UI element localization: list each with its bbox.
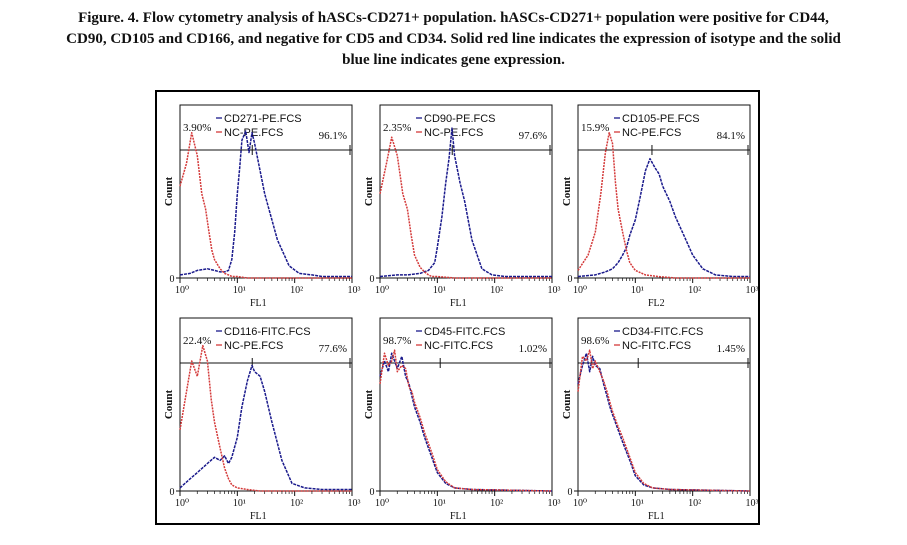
gate-right-percent: 96.1% [319,130,347,142]
figure-caption: Figure. 4. Flow cytometry analysis of hA… [20,8,887,71]
series-line-gene [577,352,751,492]
x-tick-label: 10¹ [233,498,246,509]
x-tick-label: 10² [290,498,303,509]
plot-area-box [577,104,751,279]
x-tick-label: 10³ [548,498,561,509]
legend-label: NC-PE.FCS [424,127,483,139]
x-axis-label: FL1 [648,511,665,522]
y-tick-label: 0 [568,487,573,498]
figure-panel-frame [155,90,760,525]
x-tick-label: 10¹ [433,285,446,296]
legend-label: CD271-PE.FCS [224,113,302,125]
x-tick-label: 10⁰ [573,285,587,296]
gate-left-percent: 98.6% [581,335,609,347]
histogram-panel-3: 0 Count 10⁰ 10¹ 10² 10³ FL2 15.9% 84.1% CD105-PE.… [561,104,759,309]
x-tick-label: 10¹ [433,498,446,509]
x-axis-label: FL1 [250,511,267,522]
legend-label: CD105-PE.FCS [622,113,700,125]
legend-label: CD116-FITC.FCS [224,326,311,338]
y-axis-label: Count [363,389,375,419]
x-tick-label: 10³ [348,285,361,296]
x-tick-label: 10¹ [631,285,644,296]
x-tick-label: 10³ [548,285,561,296]
plot-area-box [379,317,553,492]
y-tick-label: 0 [370,487,375,498]
series-line-gene [179,130,352,278]
gate-right-percent: 97.6% [519,130,547,142]
series-line-isotype [179,131,352,279]
plot-area-box [577,317,751,492]
x-tick-label: 10¹ [233,285,246,296]
gate-left-percent: 15.9% [581,122,609,134]
gate-left-percent: 2.35% [383,122,411,134]
legend-label: CD45-FITC.FCS [424,326,505,338]
gate-left-percent: 98.7% [383,335,411,347]
x-axis-label: FL1 [250,298,267,309]
y-axis-label: Count [561,389,573,419]
series-line-isotype [179,344,352,492]
gate-right-percent: 1.02% [519,343,547,355]
x-tick-label: 10³ [746,498,759,509]
histogram-panel-6: 0 Count 10⁰ 10¹ 10² 10³ FL1 98.6% 1.45% CD34-FITC… [561,317,759,522]
gate-left-percent: 22.4% [183,335,211,347]
y-axis-label: Count [163,389,175,419]
x-tick-label: 10² [688,498,701,509]
caption-line-3: blue line indicates gene expression. [342,52,565,68]
x-axis-label: FL2 [648,298,665,309]
histogram-panel-5: 0 Count 10⁰ 10¹ 10² 10³ FL1 98.7% 1.02% CD45-FITC… [363,317,561,522]
y-axis-label: Count [163,176,175,206]
legend-label: NC-FITC.FCS [622,340,691,352]
x-tick-label: 10² [290,285,303,296]
x-tick-label: 10² [490,498,503,509]
y-tick-label: 0 [370,274,375,285]
x-tick-label: 10⁰ [175,285,189,296]
legend-label: NC-FITC.FCS [424,340,493,352]
series-line-gene [379,352,553,492]
series-line-isotype [379,136,552,279]
x-tick-label: 10³ [348,498,361,509]
y-tick-label: 0 [170,487,175,498]
series-line-isotype [577,131,750,279]
gate-left-percent: 3.90% [183,122,211,134]
legend-label: NC-PE.FCS [224,340,283,352]
y-tick-label: 0 [170,274,175,285]
series-line-gene [179,364,352,491]
x-tick-label: 10⁰ [375,285,389,296]
gate-right-percent: 84.1% [717,130,745,142]
y-tick-label: 0 [568,274,573,285]
series-line-gene [379,127,552,278]
x-tick-label: 10³ [746,285,759,296]
x-tick-label: 10⁰ [375,498,389,509]
gate-right-percent: 77.6% [319,343,347,355]
y-axis-label: Count [561,176,573,206]
series-line-isotype [379,349,553,492]
y-axis-label: Count [363,176,375,206]
x-tick-label: 10¹ [631,498,644,509]
legend-label: NC-PE.FCS [224,127,283,139]
series-line-gene [577,157,750,278]
x-tick-label: 10² [688,285,701,296]
x-axis-label: FL1 [450,511,467,522]
series-line-isotype [577,349,751,492]
x-tick-label: 10² [490,285,503,296]
legend-label: NC-PE.FCS [622,127,681,139]
histogram-panel-1: 0 Count 10⁰ 10¹ 10² 10³ FL1 3.90% 96.1% CD271-PE.… [163,104,361,309]
gate-right-percent: 1.45% [717,343,745,355]
x-tick-label: 10⁰ [573,498,587,509]
legend-label: CD90-PE.FCS [424,113,496,125]
x-tick-label: 10⁰ [175,498,189,509]
caption-line-1: Figure. 4. Flow cytometry analysis of hA… [78,10,829,26]
histogram-panel-4: 0 Count 10⁰ 10¹ 10² 10³ FL1 22.4% 77.6% CD116-FIT… [163,317,361,522]
caption-line-2: CD90, CD105 and CD166, and negative for … [66,31,841,47]
histogram-panel-2: 0 Count 10⁰ 10¹ 10² 10³ FL1 2.35% 97.6% CD90-PE.F… [363,104,561,309]
x-axis-label: FL1 [450,298,467,309]
legend-label: CD34-FITC.FCS [622,326,703,338]
